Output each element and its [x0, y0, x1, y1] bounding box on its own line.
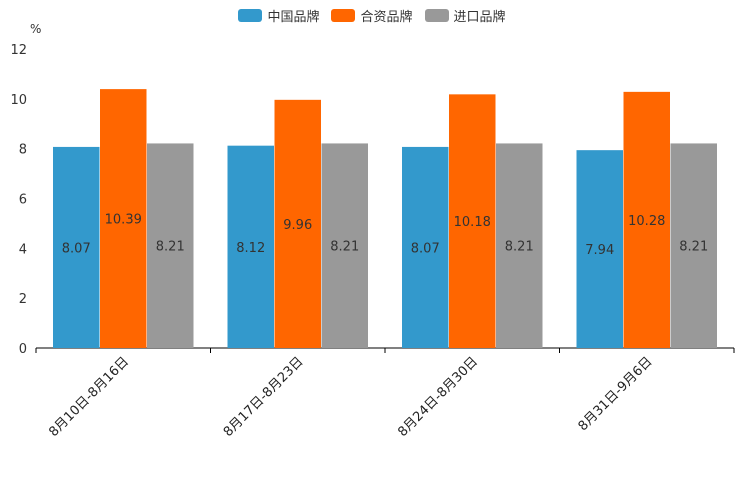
data-label-imported-brand: 8.21	[156, 240, 185, 255]
bar-china-brand	[53, 146, 100, 348]
bar-china-brand	[402, 146, 449, 348]
legend-label-china-brand: 中国品牌	[267, 10, 320, 25]
chart-legend: 中国品牌 合资品牌 进口品牌	[0, 6, 744, 25]
data-label-china-brand: 7.94	[585, 243, 614, 258]
x-tick-label: 8月24日-8月30日	[395, 354, 481, 440]
data-label-imported-brand: 8.21	[330, 240, 359, 255]
data-label-china-brand: 8.12	[236, 241, 265, 256]
legend-swatch-imported-brand	[424, 9, 449, 22]
legend-label-joint-venture-brand: 合资品牌	[360, 10, 413, 25]
x-tick-label: 8月31日-9月6日	[576, 354, 656, 434]
x-tick-label: 8月10日-8月16日	[46, 354, 132, 440]
legend-swatch-china-brand	[238, 9, 263, 22]
legend-swatch-joint-venture-brand	[331, 9, 356, 22]
y-tick-label: 4	[19, 242, 27, 257]
bar-china-brand	[227, 145, 274, 348]
data-label-china-brand: 8.07	[411, 241, 440, 256]
bar-imported-brand	[670, 143, 717, 348]
legend-item-joint-venture-brand[interactable]: 合资品牌	[331, 6, 413, 25]
bar-china-brand	[576, 150, 623, 348]
data-label-imported-brand: 8.21	[679, 240, 708, 255]
legend-item-imported-brand[interactable]: 进口品牌	[424, 6, 506, 25]
legend-label-imported-brand: 进口品牌	[453, 10, 506, 25]
data-label-joint-venture-brand: 10.28	[628, 214, 665, 229]
data-label-joint-venture-brand: 9.96	[283, 218, 312, 233]
legend-item-china-brand[interactable]: 中国品牌	[238, 6, 319, 25]
bar-joint-venture-brand	[274, 99, 321, 348]
bar-imported-brand	[147, 143, 194, 348]
y-tick-label: 8	[19, 143, 27, 158]
y-axis-unit-label: %	[30, 22, 41, 36]
bar-imported-brand	[321, 143, 368, 348]
y-tick-label: 2	[19, 292, 27, 307]
bar-imported-brand	[496, 143, 543, 348]
x-tick-label: 8月17日-8月23日	[221, 354, 307, 440]
bar-joint-venture-brand	[623, 91, 670, 349]
data-label-china-brand: 8.07	[62, 241, 91, 256]
y-tick-label: 6	[19, 193, 27, 208]
data-label-joint-venture-brand: 10.39	[105, 213, 142, 228]
bar-joint-venture-brand	[449, 94, 496, 349]
y-tick-label: 12	[10, 43, 27, 58]
bar-joint-venture-brand	[100, 89, 147, 348]
data-label-joint-venture-brand: 10.18	[454, 215, 491, 230]
y-tick-label: 0	[19, 342, 27, 357]
y-tick-label: 10	[10, 93, 27, 108]
data-label-imported-brand: 8.21	[505, 240, 534, 255]
